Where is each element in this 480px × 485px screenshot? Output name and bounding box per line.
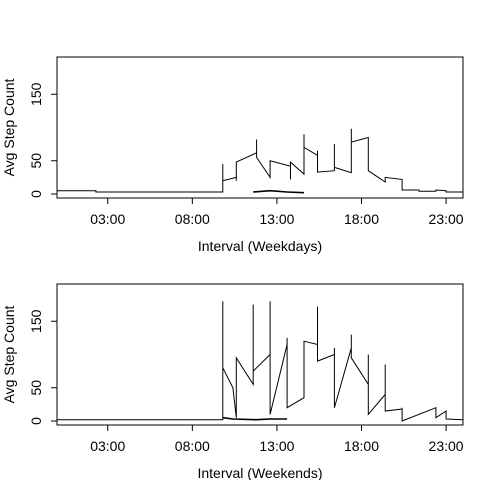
panel-2: 03:00 08:00 13:00 18:00 23:00 0 50 150 Interval … xyxy=(1,283,464,481)
x-tick-label: 03:00 xyxy=(90,211,125,227)
y-tick-label: 150 xyxy=(28,309,44,333)
series-line-2 xyxy=(222,416,288,421)
x-tick-label: 18:00 xyxy=(344,438,379,454)
plot-frame xyxy=(56,283,464,426)
plot-frame xyxy=(56,56,464,199)
x-tick-label: 13:00 xyxy=(259,438,294,454)
x-tick-label: 23:00 xyxy=(429,438,464,454)
y-tick-label: 0 xyxy=(28,190,44,198)
x-axis-title: Interval (Weekends) xyxy=(197,465,322,480)
x-tick-label: 08:00 xyxy=(175,438,210,454)
x-tick-label: 13:00 xyxy=(259,211,294,227)
x-tick-label: 18:00 xyxy=(344,211,379,227)
y-tick-label: 0 xyxy=(28,417,44,425)
series-line-1 xyxy=(57,301,464,422)
panel-1: 03:00 08:00 13:00 18:00 23:00 0 50 150 Interval … xyxy=(1,56,464,254)
x-tick-label: 23:00 xyxy=(429,211,464,227)
y-tick-label: 50 xyxy=(28,153,44,169)
series-line-1 xyxy=(57,128,463,193)
series-line-2 xyxy=(253,189,305,194)
x-tick-label: 03:00 xyxy=(90,438,125,454)
y-tick-label: 50 xyxy=(28,380,44,396)
x-tick-label: 08:00 xyxy=(175,211,210,227)
y-axis-title: Avg Step Count xyxy=(1,78,17,176)
y-tick-label: 150 xyxy=(28,82,44,106)
x-axis-title: Interval (Weekdays) xyxy=(198,238,322,254)
y-axis-title: Avg Step Count xyxy=(1,305,17,403)
